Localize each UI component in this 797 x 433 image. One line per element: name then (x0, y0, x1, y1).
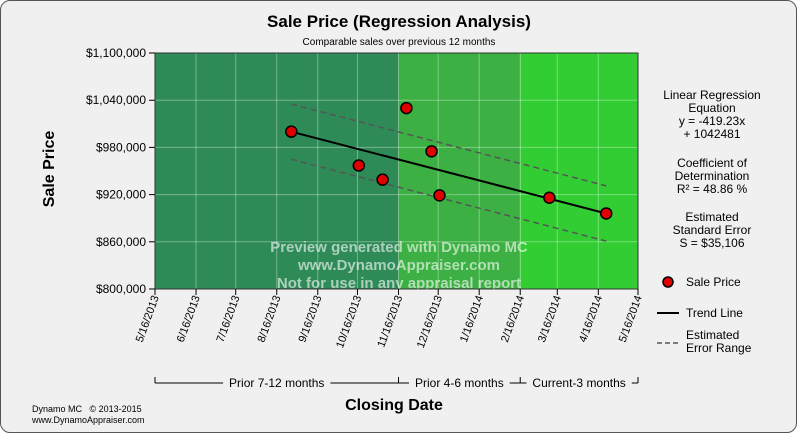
x-axis-label: Closing Date (345, 397, 443, 414)
cod-title-1: Coefficient of (677, 156, 747, 170)
y-tick-label: $860,000 (96, 235, 146, 249)
x-tick-label: 12/16/2013 (415, 294, 445, 350)
se-value: S = $35,106 (679, 236, 744, 250)
legend-sale-price-marker (662, 276, 674, 288)
x-tick-label: 6/16/2013 (175, 294, 203, 344)
footer-copyright: Dynamo MC © 2013-2015 (32, 404, 142, 414)
y-tick-label: $1,040,000 (86, 93, 146, 107)
sale-price-point (599, 207, 613, 220)
sale-price-point (543, 191, 556, 204)
x-tick-label: 4/16/2014 (577, 294, 605, 344)
plot-border (154, 52, 639, 290)
sale-price-point (425, 145, 438, 158)
error-range-lines (291, 103, 607, 242)
x-tick-label: 8/16/2013 (256, 294, 284, 344)
period-band-3 (520, 53, 638, 289)
watermark-line: Preview generated with Dynamo MC (270, 239, 528, 256)
y-tick-label: $1,100,000 (86, 46, 146, 60)
error-range-upper (291, 103, 607, 187)
y-tick-label: $920,000 (96, 188, 146, 202)
sale-price-point (285, 125, 298, 138)
sale-price-points (285, 101, 613, 220)
legend-error-range-label-2: Error Range (686, 341, 752, 355)
chart-subtitle: Comparable sales over previous 12 months (303, 37, 496, 48)
equation-line-2: + 1042481 (683, 127, 740, 141)
period-label-1: Prior 7-12 months (229, 376, 324, 390)
x-tick-label: 5/16/2013 (134, 294, 162, 344)
sale-price-point (400, 101, 413, 115)
y-axis-ticks: $1,100,000 $1,040,000 $980,000 $920,000 $860… (86, 46, 155, 296)
cod-value: R² = 48.86 % (677, 182, 748, 196)
regression-stats: Linear Regression Equation y = -419.23x … (663, 88, 760, 250)
sale-price-point (433, 189, 446, 202)
sale-price-point (352, 159, 366, 172)
legend-sale-price-label: Sale Price (686, 275, 741, 289)
chart-title: Sale Price (Regression Analysis) (267, 12, 531, 31)
x-tick-label: 1/16/2014 (458, 294, 486, 344)
x-tick-label: 3/16/2014 (536, 294, 564, 344)
equation-title-1: Linear Regression (663, 88, 760, 102)
se-title-1: Estimated (685, 210, 738, 224)
x-tick-label: 2/16/2014 (499, 294, 527, 344)
x-axis-ticks: 5/16/2013 6/16/2013 7/16/2013 8/16/2013 9/16… (134, 289, 645, 350)
se-title-2: Standard Error (673, 223, 752, 237)
x-tick-label: 10/16/2013 (334, 294, 364, 350)
footer-website: www.DynamoAppraiser.com (31, 415, 145, 425)
period-label-3: Current-3 months (532, 376, 625, 390)
legend-trend-line-label: Trend Line (686, 306, 743, 320)
sale-price-point (376, 173, 389, 186)
x-tick-label: 7/16/2013 (215, 294, 243, 344)
y-tick-label: $980,000 (96, 140, 146, 154)
error-range-lower (291, 158, 607, 242)
x-tick-label: 9/16/2013 (297, 294, 325, 344)
watermark: Preview generated with Dynamo MCwww.Dyna… (270, 239, 528, 292)
y-axis-label: Sale Price (41, 131, 58, 208)
legend-error-range-label-1: Estimated (686, 328, 739, 342)
y-tick-label: $800,000 (96, 282, 146, 296)
equation-title-2: Equation (688, 101, 735, 115)
period-label-2: Prior 4-6 months (415, 376, 504, 390)
period-brackets: Prior 7-12 months Prior 4-6 months Current… (154, 376, 639, 390)
equation-line-1: y = -419.23x (679, 114, 745, 128)
period-band-2 (398, 53, 521, 289)
watermark-line: Not for use in any appraisal report (277, 275, 521, 292)
x-tick-label: 11/16/2013 (375, 294, 405, 349)
watermark-line: www.DynamoAppraiser.com (297, 257, 500, 274)
cod-title-2: Determination (675, 169, 750, 183)
legend: Sale Price Trend Line Estimated Error Ra… (657, 275, 752, 355)
x-tick-label: 5/16/2014 (617, 294, 645, 344)
